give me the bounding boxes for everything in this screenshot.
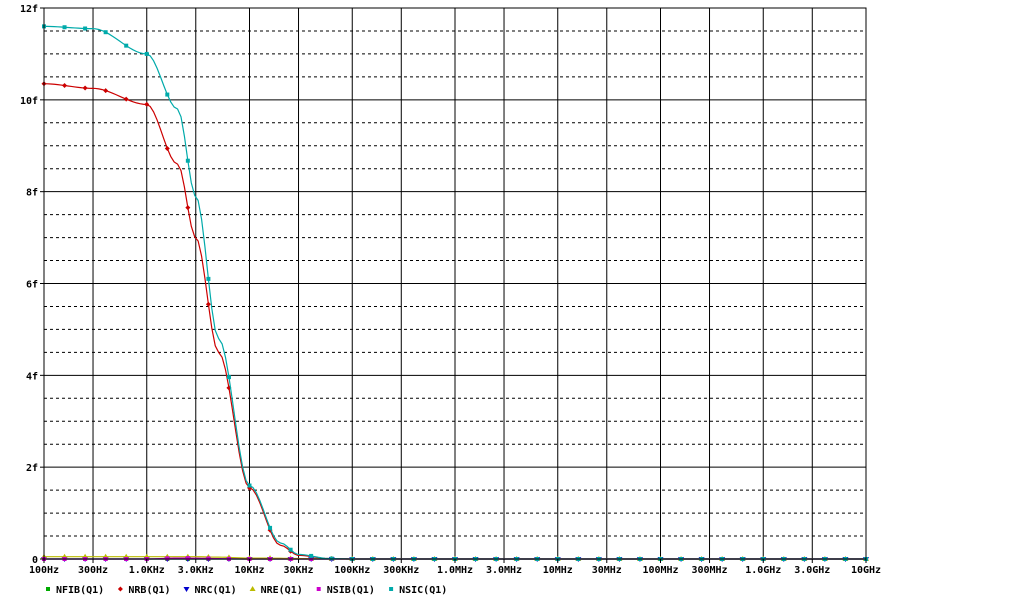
data-point: [206, 276, 211, 281]
data-point: [206, 556, 211, 561]
data-point: [309, 553, 314, 558]
legend-item: NRB(Q1): [117, 585, 171, 596]
data-point: [185, 205, 191, 211]
x-tick-label: 100MHz: [642, 565, 678, 576]
x-axis-ticks: 100Hz 300Hz 1.0KHz 3.0KHz 10KHz 30KHz 100KHz 30…: [29, 559, 881, 576]
data-point: [226, 375, 231, 380]
data-point: [123, 96, 129, 102]
y-tick-label: 0: [32, 555, 38, 566]
legend-marker: [46, 587, 50, 591]
x-tick-label: 10GHz: [851, 565, 881, 576]
x-tick-label: 1.0MHz: [437, 565, 473, 576]
legend-marker: [249, 586, 256, 591]
y-tick-label: 12f: [20, 4, 38, 15]
data-point: [103, 30, 108, 35]
data-point: [62, 83, 68, 89]
data-point: [268, 525, 273, 530]
data-point: [185, 556, 190, 561]
x-tick-label: 300Hz: [78, 565, 108, 576]
legend-marker: [316, 587, 321, 591]
data-point: [247, 483, 252, 488]
x-tick-label: 30KHz: [283, 565, 313, 576]
legend-label: NFIB(Q1): [56, 585, 104, 596]
x-tick-label: 3.0MHz: [486, 565, 522, 576]
x-tick-label: 100Hz: [29, 565, 59, 576]
legend-label: NSIB(Q1): [327, 585, 375, 596]
legend-marker: [183, 587, 190, 592]
data-point: [165, 92, 170, 97]
x-tick-label: 3.0KHz: [178, 565, 214, 576]
x-tick-label: 300MHz: [691, 565, 727, 576]
data-point: [205, 301, 211, 307]
data-point: [164, 145, 170, 151]
x-tick-label: 100KHz: [334, 565, 370, 576]
data-point: [165, 556, 170, 561]
legend-item: NSIC(Q1): [389, 585, 447, 596]
y-tick-label: 4f: [26, 371, 38, 382]
data-point: [83, 26, 88, 31]
legend-item: NRC(Q1): [183, 585, 237, 596]
x-tick-label: 10KHz: [234, 565, 264, 576]
data-point: [288, 547, 293, 552]
data-point: [62, 25, 67, 30]
data-point: [124, 43, 129, 48]
legend-item: NFIB(Q1): [46, 585, 104, 596]
legend-label: NRC(Q1): [195, 585, 237, 596]
grid: [44, 8, 866, 559]
x-tick-label: 10MHz: [543, 565, 573, 576]
data-point: [144, 101, 150, 107]
legend: NFIB(Q1) NRB(Q1) NRC(Q1) NRE(Q1) NSIB(Q1) NSI…: [46, 585, 447, 596]
x-tick-label: 30MHz: [592, 565, 622, 576]
legend-label: NRB(Q1): [128, 585, 170, 596]
data-point: [185, 158, 190, 163]
legend-label: NRE(Q1): [261, 585, 303, 596]
legend-item: NSIB(Q1): [316, 585, 375, 596]
x-tick-label: 1.0KHz: [129, 565, 165, 576]
y-tick-label: 6f: [26, 280, 38, 291]
legend-item: NRE(Q1): [249, 585, 303, 596]
data-point: [144, 51, 149, 56]
legend-label: NSIC(Q1): [399, 585, 447, 596]
legend-marker: [117, 586, 123, 592]
y-tick-label: 8f: [26, 188, 38, 199]
y-axis-ticks: 0 2f 4f 6f 8f 10f 12f: [20, 4, 44, 566]
x-tick-label: 1.0GHz: [745, 565, 781, 576]
x-tick-label: 300KHz: [383, 565, 419, 576]
data-point: [82, 85, 88, 91]
y-tick-label: 10f: [20, 96, 38, 107]
y-tick-label: 2f: [26, 463, 38, 474]
x-tick-label: 3.0GHz: [794, 565, 830, 576]
data-point: [103, 88, 109, 94]
legend-marker: [389, 587, 394, 591]
